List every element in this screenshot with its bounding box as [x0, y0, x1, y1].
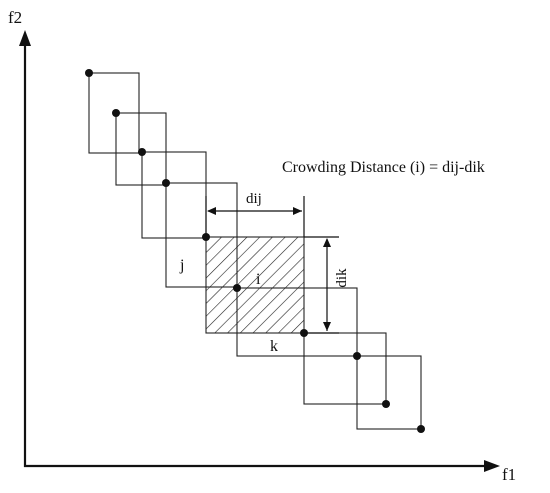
crowding-distance-formula: Crowding Distance (i) = dij-dik: [282, 159, 485, 176]
front-rect: [236, 287, 358, 357]
front-point: [138, 148, 146, 156]
x-axis-arrowhead: [484, 460, 500, 472]
point-k-label: k: [270, 338, 278, 355]
front-rect: [303, 332, 387, 405]
point-i: [233, 284, 241, 292]
y-axis-label: f2: [8, 8, 22, 27]
front-rect: [165, 182, 238, 288]
front-rect: [141, 151, 207, 239]
front-point: [162, 179, 170, 187]
hatched-cuboid-fill: [206, 237, 304, 333]
dik-label: dik: [334, 268, 350, 288]
front-rect: [356, 355, 422, 430]
point-i-label: i: [256, 271, 261, 288]
front-point: [353, 352, 361, 360]
front-rectangles: [88, 72, 422, 430]
front-point: [85, 69, 93, 77]
dij-label: dij: [246, 191, 262, 207]
hatched-cuboid-border: [205, 236, 305, 334]
front-point: [417, 425, 425, 433]
point-j-label: j: [179, 257, 184, 274]
front-point: [112, 109, 120, 117]
y-axis-arrowhead: [19, 30, 31, 46]
front-point: [382, 400, 390, 408]
front-rect: [115, 112, 167, 186]
x-axis-label: f1: [502, 465, 516, 484]
